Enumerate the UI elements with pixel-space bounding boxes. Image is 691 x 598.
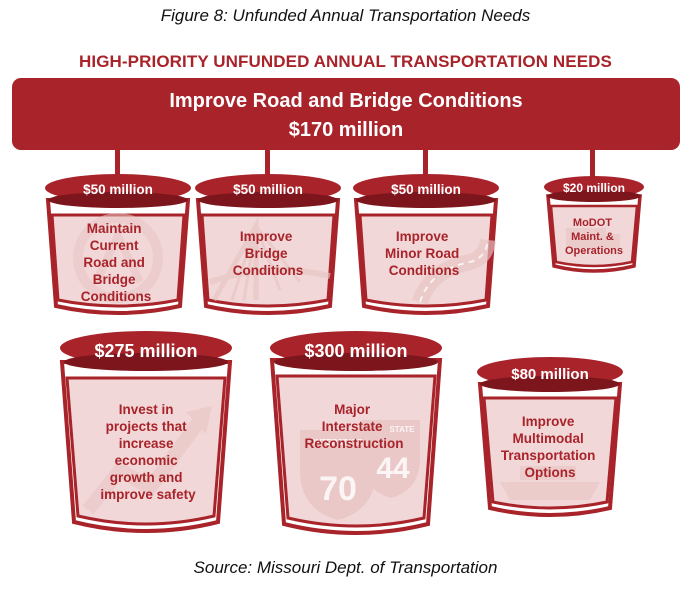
bucket-2-amount: $50 million (233, 182, 303, 197)
bucket-2-label: Improve Bridge Conditions (233, 229, 304, 278)
bucket-economic-growth-safety: $275 million Invest in projects that inc… (59, 331, 233, 533)
road-bridge-watermark-icon (73, 213, 163, 303)
bucket-maintain-road-bridge: $50 million Maintain Current Road and Br… (45, 174, 191, 315)
source-caption: Source: Missouri Dept. of Transportation (193, 558, 498, 577)
interstate-sign-text: INTERSTATE (313, 438, 363, 447)
interstate-shield-watermark-icon: INTERSTATE 70 STATE 44 (300, 420, 420, 520)
bucket-6-amount: $300 million (304, 341, 407, 361)
truck-watermark-icon (566, 228, 620, 248)
interstate-70-text: 70 (319, 470, 357, 508)
bucket-1-label: Maintain Current Road and Bridge Conditi… (81, 221, 152, 304)
bucket-4-label: MoDOT Maint. & Operations (565, 217, 623, 257)
road-watermark-icon (412, 238, 496, 305)
bucket-multimodal-options: $80 million Improve Multimodal Transport… (477, 357, 623, 517)
growth-arrow-watermark-icon (82, 406, 212, 515)
bucket-6-label: Major Interstate Reconstruction (304, 402, 403, 451)
bucket-7-amount: $80 million (511, 366, 589, 383)
state-sign-text: STATE (389, 425, 415, 434)
bucket-5-label: Invest in projects that increase economi… (100, 402, 196, 502)
connector-2 (265, 150, 270, 180)
bucket-improve-bridge: $50 million Improve Bridge Conditions (195, 174, 341, 315)
connector-4 (590, 150, 595, 180)
bucket-4-amount: $20 million (563, 181, 625, 195)
bucket-1-amount: $50 million (83, 182, 153, 197)
connector-3 (423, 150, 428, 180)
bucket-modot-maintenance: $20 million MoDOT Maint. & Operations (544, 176, 644, 273)
banner-title: Improve Road and Bridge Conditions (169, 90, 522, 112)
bridge-watermark-icon (209, 216, 331, 302)
bucket-7-label: Improve Multimodal Transportation Option… (501, 414, 599, 480)
bucket-interstate-reconstruction: INTERSTATE 70 STATE 44 $300 million Majo… (269, 331, 443, 535)
banner-amount: $170 million (289, 119, 404, 141)
interstate-44-text: 44 (376, 452, 410, 485)
connector-1 (115, 150, 120, 180)
main-heading: HIGH-PRIORITY UNFUNDED ANNUAL TRANSPORTA… (79, 52, 612, 71)
ship-watermark-icon (500, 466, 600, 500)
figure-caption: Figure 8: Unfunded Annual Transportation… (160, 6, 531, 25)
bucket-3-amount: $50 million (391, 182, 461, 197)
bucket-3-label: Improve Minor Road Conditions (385, 229, 463, 278)
bucket-improve-minor-road: $50 million Improve Minor Road Condition… (353, 174, 499, 315)
bucket-5-amount: $275 million (94, 341, 197, 361)
banner-box (12, 78, 680, 150)
